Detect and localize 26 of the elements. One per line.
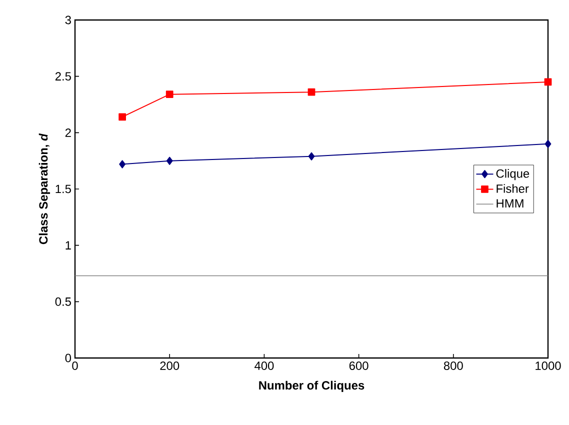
x-tick-label: 1000	[536, 362, 561, 370]
point	[308, 88, 316, 96]
x-axis-title: Number of Cliques	[259, 380, 364, 392]
x-tick-label: 800	[444, 362, 463, 370]
x-tick-label: 200	[160, 362, 180, 370]
y-tick-label: 2	[65, 128, 71, 137]
x-tick-label: 0	[72, 362, 78, 370]
y-tick-label: 0	[65, 354, 72, 362]
legend-label: Fisher	[496, 184, 529, 193]
y-tick-label: 1	[66, 241, 71, 250]
y-tick-label: 2.5	[55, 72, 71, 81]
point	[308, 152, 315, 160]
legend-label: HMM	[496, 199, 524, 208]
point	[166, 90, 174, 98]
x-tick-label: 400	[254, 362, 274, 370]
y-tick-label: 1.5	[56, 184, 71, 194]
point	[119, 160, 126, 168]
y-axis-title: Class Separation, d	[38, 133, 50, 244]
y-tick-label: 0.5	[55, 297, 71, 306]
point	[544, 140, 552, 148]
y-tick-label: 3	[65, 16, 71, 24]
legend-label: Clique	[496, 169, 530, 180]
point	[166, 156, 173, 165]
point	[544, 78, 552, 86]
x-tick-label: 600	[349, 362, 368, 370]
point	[118, 113, 126, 121]
